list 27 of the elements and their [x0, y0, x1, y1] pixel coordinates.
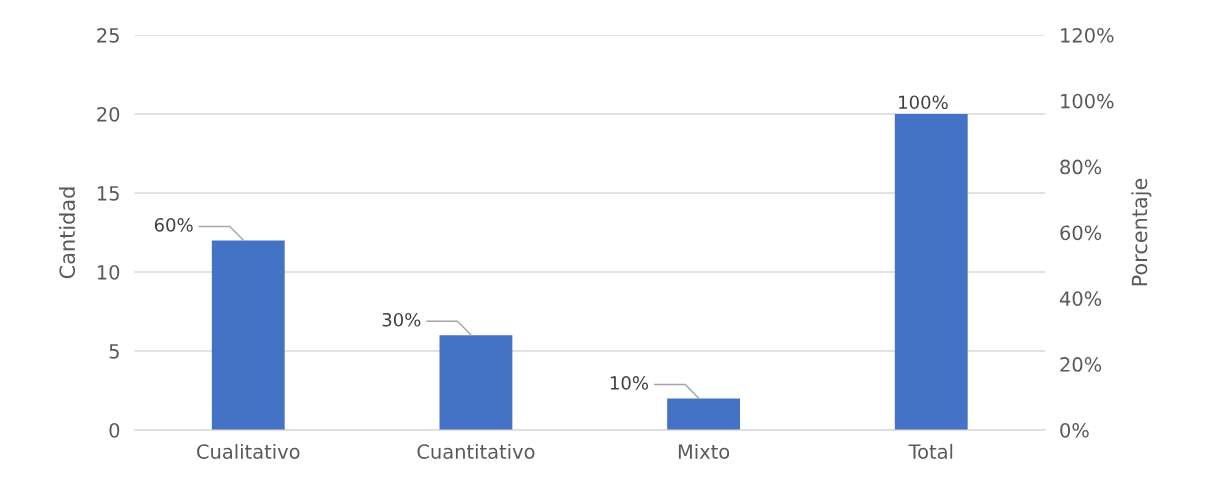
annotation: 100% [899, 95, 948, 110]
y2-tick-label: 100% [1061, 93, 1114, 109]
y-tick-label: 10 [97, 264, 120, 280]
y-tick-label: 5 [109, 344, 119, 359]
y2-tick-label: 60% [1060, 225, 1102, 241]
y2-tick-label: 80% [1060, 159, 1102, 175]
annotation: 60% [154, 218, 193, 232]
y-tick-label: 0 [109, 422, 120, 438]
y2-tick-label: 120% [1061, 27, 1114, 43]
bar [439, 335, 513, 430]
y-tick-label: 20 [97, 106, 120, 122]
y2-axis-title: Porcentaje [1131, 178, 1152, 286]
annotation: 30% [382, 312, 421, 327]
annotation: 10% [610, 376, 649, 390]
x-tick-label: Mixto [678, 443, 730, 459]
y-tick-label: 15 [97, 186, 119, 201]
y2-tick-label: 20% [1060, 357, 1102, 372]
x-tick-label: Total [908, 443, 953, 459]
bar [894, 114, 968, 430]
y-tick-label: 25 [97, 27, 119, 43]
bar [211, 240, 285, 430]
x-tick-label: Cuantitativo [417, 443, 535, 459]
y2-tick-label: 40% [1059, 291, 1102, 306]
x-tick-label: Cualitativo [197, 443, 300, 459]
y-axis-title: Cantidad [58, 187, 76, 279]
y2-tick-label: 0% [1060, 422, 1089, 438]
bar [667, 398, 741, 430]
